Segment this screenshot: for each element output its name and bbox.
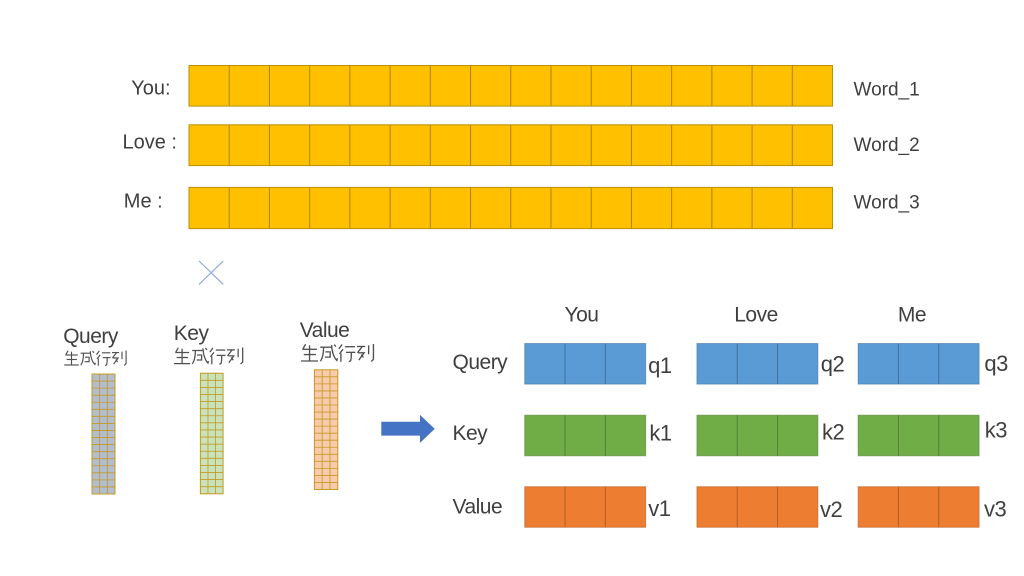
svg-text:Word_1: Word_1 <box>854 79 920 100</box>
svg-text:Key: Key <box>453 422 489 445</box>
svg-text:v3: v3 <box>984 497 1007 522</box>
svg-text:You: You <box>565 304 599 327</box>
svg-text:Query: Query <box>453 351 509 374</box>
svg-text:Word_3: Word_3 <box>854 193 920 214</box>
svg-text:k1: k1 <box>649 420 672 445</box>
svg-text:k3: k3 <box>985 418 1008 443</box>
svg-text:Word_2: Word_2 <box>854 135 920 156</box>
svg-text:Love: Love <box>734 304 778 327</box>
svg-text:v1: v1 <box>648 496 671 521</box>
svg-text:Value: Value <box>300 319 350 342</box>
svg-text:Love :: Love : <box>123 132 177 154</box>
svg-text:v2: v2 <box>820 497 843 522</box>
svg-text:You:: You: <box>131 78 170 100</box>
svg-text:k2: k2 <box>822 419 845 444</box>
svg-text:Query: Query <box>63 325 119 348</box>
svg-text:Me :: Me : <box>124 191 163 213</box>
svg-text:q1: q1 <box>648 353 672 378</box>
svg-text:Me: Me <box>898 304 926 327</box>
svg-text:q2: q2 <box>821 352 845 377</box>
svg-text:Key: Key <box>174 322 210 345</box>
svg-text:q3: q3 <box>984 351 1008 376</box>
svg-text:Value: Value <box>453 496 503 519</box>
